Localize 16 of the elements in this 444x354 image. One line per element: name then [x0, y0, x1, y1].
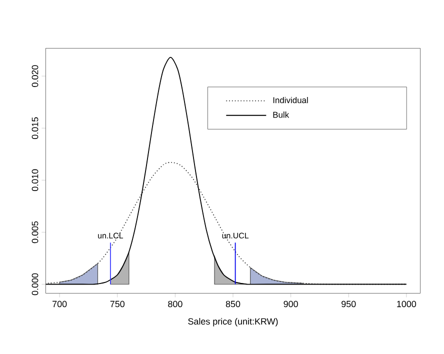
- x-tick-label: 1000: [397, 300, 416, 308]
- line-series: [46, 56, 407, 285]
- y-tick-label: 0.005: [32, 221, 38, 244]
- x-tick-label: 700: [52, 300, 67, 308]
- x-tick-label: 850: [226, 300, 240, 308]
- legend-label: Individual: [273, 96, 308, 104]
- y-tick-label: 0.000: [32, 273, 38, 296]
- x-tick-label: 800: [168, 300, 182, 308]
- x-tick-label: 900: [284, 300, 298, 308]
- y-tick-label: 0.015: [32, 117, 38, 139]
- x-tick-label: 750: [110, 300, 125, 308]
- y-tick-label: 0.020: [32, 65, 38, 87]
- x-tick-label: 950: [342, 300, 356, 308]
- legend-label: Bulk: [273, 112, 290, 118]
- y-tick-label: 0.010: [32, 169, 38, 192]
- x-axis-title: Sales price (unit:KRW): [188, 318, 278, 326]
